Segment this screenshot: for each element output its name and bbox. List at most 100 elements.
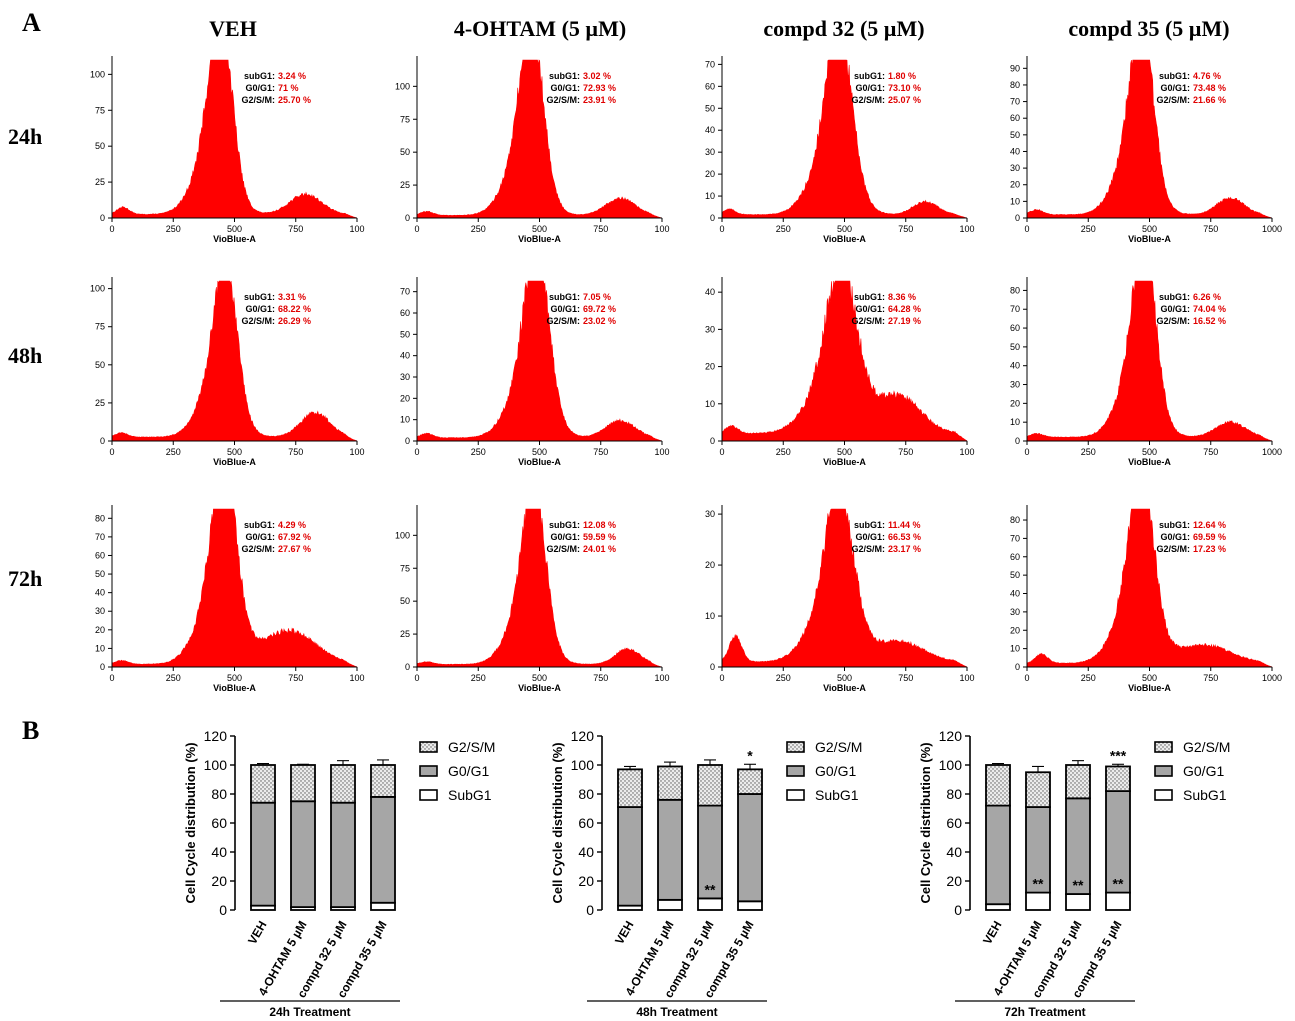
x-tick-label: 0: [109, 447, 114, 457]
histogram-24h-3: 0 10 20 30 40 50 60 70 0 250 500 750 100 VioBlue-A sub…: [705, 56, 975, 244]
y-tick-label: 70: [95, 532, 105, 542]
y-tick-label: 0: [405, 213, 410, 223]
x-tick-label: 1000: [1262, 673, 1282, 683]
stat-value: 25.70 %: [278, 95, 311, 105]
stat-value: 23.91 %: [583, 95, 616, 105]
y-tick-label: 50: [1010, 570, 1020, 580]
stat-label: subG1:: [549, 71, 580, 81]
y-tick-label: 100: [90, 284, 105, 294]
column-title-4-ohtam: 4-OHTAM (5 µM): [453, 16, 627, 41]
y-tick-label: 0: [100, 436, 105, 446]
stat-label: G2/S/M:: [241, 544, 275, 554]
chart-title: 24h Treatment: [269, 1005, 350, 1019]
y-tick-label: 60: [211, 815, 227, 831]
x-axis-label: VioBlue-A: [518, 683, 561, 693]
legend-label: G2/S/M: [1183, 739, 1230, 755]
bar-segment-g0-g1: [697, 804, 723, 900]
x-tick-label: 500: [1142, 673, 1157, 683]
y-tick-label: 70: [400, 287, 410, 297]
legend-label: SubG1: [1183, 787, 1227, 803]
legend-label: G2/S/M: [448, 739, 495, 755]
y-tick-label: 30: [95, 606, 105, 616]
stat-value: 73.10 %: [888, 83, 921, 93]
y-tick-label: 10: [1010, 196, 1020, 206]
stat-value: 4.29 %: [278, 520, 306, 530]
stat-label: subG1:: [1159, 520, 1190, 530]
x-tick-label: 250: [166, 224, 181, 234]
y-tick-label: 75: [400, 114, 410, 124]
legend-swatch: [786, 741, 805, 753]
x-tick-label: 100: [349, 673, 364, 683]
x-tick-label: 750: [1203, 447, 1218, 457]
bar-segment-subg1: [1105, 891, 1131, 911]
x-tick-label: 0: [414, 224, 419, 234]
y-tick-label: 0: [405, 662, 410, 672]
stat-label: G2/S/M:: [851, 95, 885, 105]
y-tick-label: 60: [946, 815, 962, 831]
stat-label: subG1:: [1159, 71, 1190, 81]
x-tick-label: 100: [959, 447, 974, 457]
stat-value: 11.44 %: [888, 520, 921, 530]
y-tick-label: 10: [1010, 644, 1020, 654]
histogram-area: [111, 59, 358, 219]
y-tick-label: 60: [705, 81, 715, 91]
histogram-area: [1026, 59, 1273, 219]
stat-label: G0/G1:: [1160, 83, 1190, 93]
x-tick-label: 250: [471, 447, 486, 457]
bar-segment-g2-s-m: [1065, 764, 1091, 800]
x-tick-label: 0: [414, 447, 419, 457]
x-tick-label: 750: [1203, 224, 1218, 234]
panel-b-bar-charts: 0 20 40 60 80 100 120 Cell Cycle distribution (…: [183, 728, 1230, 1019]
bar-segment-g2-s-m: [657, 765, 683, 801]
y-tick-label: 100: [571, 757, 595, 773]
bar-segment-g0-g1: [290, 800, 316, 908]
y-tick-label: 40: [946, 844, 962, 860]
y-tick-label: 20: [1010, 625, 1020, 635]
x-tick-label: 500: [227, 447, 242, 457]
stat-value: 25.07 %: [888, 95, 921, 105]
stat-value: 66.53 %: [888, 532, 921, 542]
legend-swatch: [1154, 765, 1173, 777]
legend-swatch: [786, 765, 805, 777]
y-tick-label: 0: [100, 213, 105, 223]
stat-value: 17.23 %: [1193, 544, 1226, 554]
x-tick-label: 250: [471, 673, 486, 683]
stat-label: G0/G1:: [855, 532, 885, 542]
histogram-area: [1026, 280, 1273, 442]
x-tick-label: 750: [898, 673, 913, 683]
x-tick-label: 100: [959, 224, 974, 234]
y-tick-label: 50: [95, 569, 105, 579]
bar-chart-2: 0 20 40 60 80 100 120 Cell Cycle distribution (…: [550, 728, 862, 1019]
bar-segment-g2-s-m: [985, 764, 1011, 807]
x-tick-label: 250: [1081, 673, 1096, 683]
x-tick-label: 750: [593, 673, 608, 683]
significance-marker: ***: [1110, 747, 1127, 763]
y-tick-label: 40: [95, 588, 105, 598]
bar-segment-g2-s-m: [617, 768, 643, 808]
histogram-24h-1: 0 25 50 75 100 0 250 500 750 100 VioBlue-A subG1: 3.…: [90, 56, 365, 244]
histogram-area: [416, 59, 663, 219]
significance-marker: *: [747, 747, 753, 763]
stat-label: G0/G1:: [1160, 532, 1190, 542]
y-tick-label: 60: [1010, 552, 1020, 562]
stat-label: G0/G1:: [855, 304, 885, 314]
y-tick-label: 60: [400, 308, 410, 318]
stat-value: 24.01 %: [583, 544, 616, 554]
y-tick-label: 50: [400, 329, 410, 339]
y-tick-label: 20: [1010, 180, 1020, 190]
x-tick-label: 500: [1142, 447, 1157, 457]
y-tick-label: 0: [100, 662, 105, 672]
stat-value: 64.28 %: [888, 304, 921, 314]
bar-segment-g0-g1: [737, 793, 763, 903]
y-tick-label: 80: [211, 786, 227, 802]
x-tick-label: 250: [1081, 224, 1096, 234]
bar-segment-g0-g1: [1065, 797, 1091, 895]
y-tick-label: 50: [400, 596, 410, 606]
y-tick-label: 75: [95, 322, 105, 332]
stat-label: G0/G1:: [550, 532, 580, 542]
stat-value: 69.59 %: [1193, 532, 1226, 542]
x-tick-label: 100: [654, 447, 669, 457]
stat-value: 6.26 %: [1193, 292, 1221, 302]
stat-label: G2/S/M:: [1156, 95, 1190, 105]
stat-value: 73.48 %: [1193, 83, 1226, 93]
